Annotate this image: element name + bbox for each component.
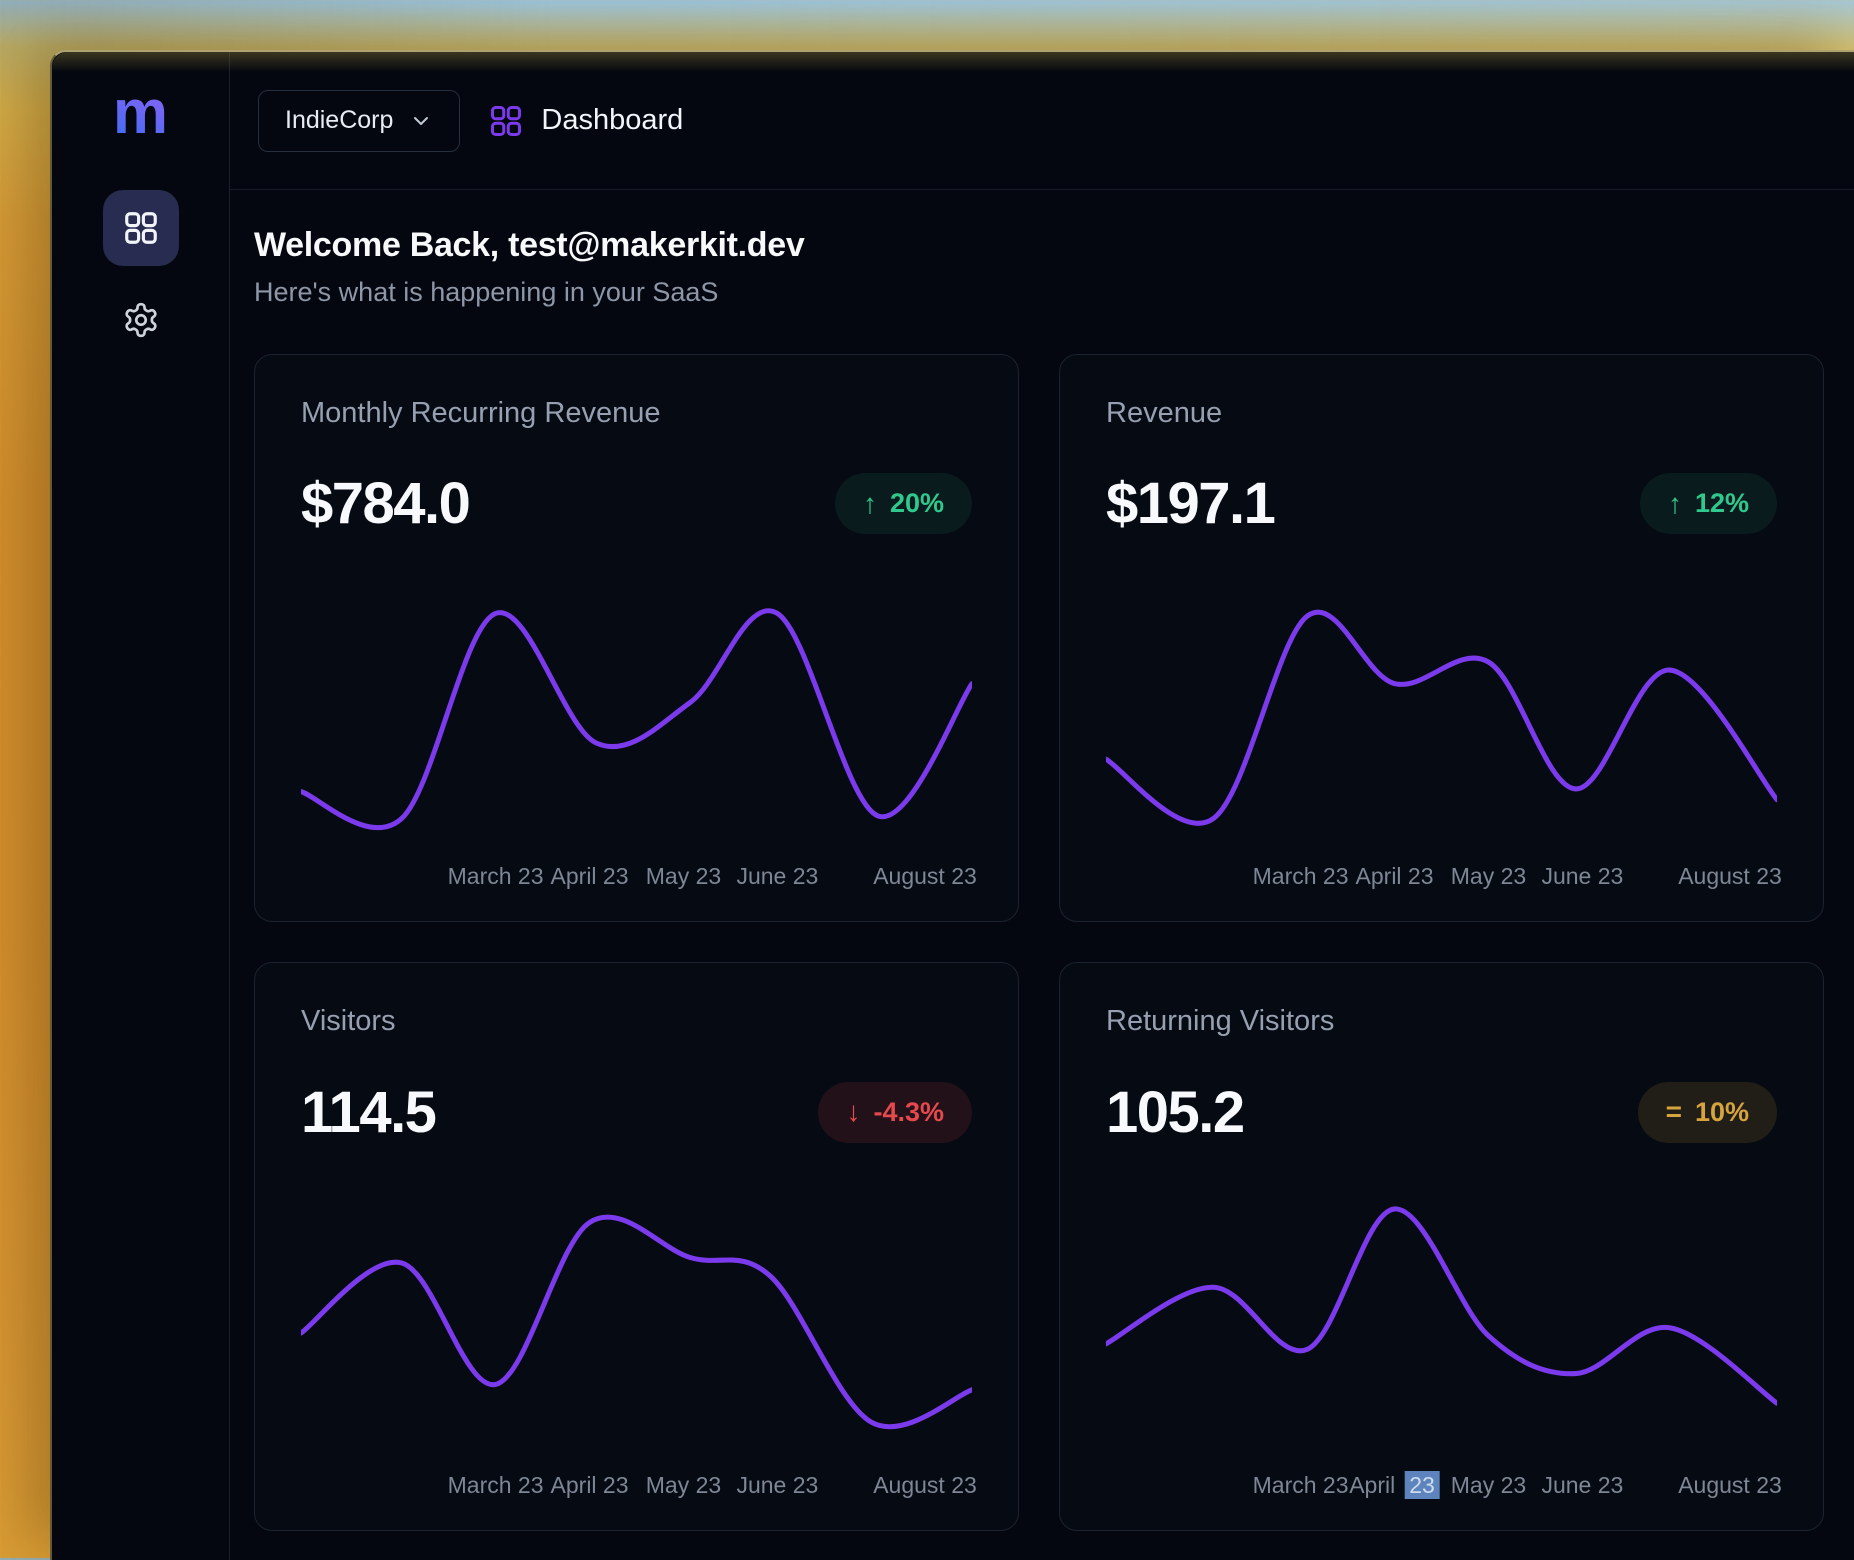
card-revenue: Revenue $197.1 ↑ 12% March 23 April 23 May… <box>1059 354 1824 923</box>
x-axis-label: August 23 <box>873 1471 977 1498</box>
metric-value: 114.5 <box>301 1079 437 1145</box>
sidebar: m <box>52 52 230 1560</box>
card-title: Visitors <box>301 1005 396 1038</box>
x-axis-label: June 23 <box>736 1471 819 1498</box>
sidebar-item-dashboard[interactable] <box>102 190 179 266</box>
sidebar-nav <box>102 190 179 348</box>
arrow-up-icon: ↑ <box>1667 487 1682 519</box>
trend-badge: ↓ -4.3% <box>818 1081 972 1143</box>
line-chart <box>301 1190 972 1460</box>
trend-badge: ↑ 20% <box>834 473 972 535</box>
x-axis-label: April 23 <box>550 863 629 890</box>
welcome-subheading: Here's what is happening in your SaaS <box>254 277 719 307</box>
x-axis: March 23 April 23 May 23 June 23 August 23 <box>301 863 977 893</box>
card-monthly-recurring-revenue: Monthly Recurring Revenue $784.0 ↑ 20% M… <box>254 354 1019 923</box>
metrics-grid: Monthly Recurring Revenue $784.0 ↑ 20% M… <box>254 354 1824 1531</box>
gear-icon <box>124 302 157 338</box>
card-title: Returning Visitors <box>1106 1005 1335 1038</box>
trend-badge: = 10% <box>1637 1081 1777 1143</box>
equals-icon: = <box>1665 1096 1682 1128</box>
metric-value: $197.1 <box>1106 471 1276 537</box>
x-axis-label: April 23 <box>1349 1470 1440 1499</box>
x-axis-label: May 23 <box>1450 863 1527 890</box>
team-name: IndieCorp <box>285 106 394 134</box>
card-title: Monthly Recurring Revenue <box>301 397 661 429</box>
page-heading: Dashboard <box>488 103 683 139</box>
welcome-heading: Welcome Back, test@makerkit.dev <box>254 226 805 264</box>
main-content: Welcome Back, test@makerkit.dev Here's w… <box>230 190 1854 1560</box>
x-axis-label: March 23 <box>447 863 544 890</box>
trend-value: 12% <box>1694 488 1749 519</box>
trend-value: 10% <box>1694 1096 1749 1127</box>
trend-badge: ↑ 12% <box>1639 473 1777 535</box>
x-axis-label: May 23 <box>1450 1471 1527 1498</box>
selected-text: 23 <box>1404 1470 1440 1499</box>
sidebar-item-settings[interactable] <box>103 292 179 348</box>
x-axis-label: August 23 <box>873 863 977 890</box>
x-axis-label: March 23 <box>1252 1471 1349 1498</box>
line-chart <box>1106 581 1777 851</box>
metric-value: $784.0 <box>301 471 471 537</box>
x-axis: March 23 April 23 May 23 June 23 August 23 <box>1106 863 1782 893</box>
x-axis-label: June 23 <box>1541 1471 1624 1498</box>
card-visitors: Visitors 114.5 ↓ -4.3% March 23 April 23 M… <box>254 962 1019 1531</box>
x-axis-label: March 23 <box>447 1471 544 1498</box>
team-selector-button[interactable]: IndieCorp <box>258 89 461 152</box>
x-axis: March 23 April 23 May 23 June 23 August 23 <box>301 1471 977 1502</box>
app-logo[interactable]: m <box>112 78 169 147</box>
line-chart <box>301 581 972 851</box>
x-axis-label: August 23 <box>1678 863 1782 890</box>
header: IndieCorp Dashboard <box>230 52 1854 190</box>
metric-value: 105.2 <box>1106 1079 1245 1145</box>
x-axis-label: May 23 <box>645 1471 722 1498</box>
x-axis: March 23 April 23 May 23 June 23 August 23 <box>1106 1470 1782 1502</box>
x-axis-label: August 23 <box>1678 1471 1782 1498</box>
arrow-up-icon: ↑ <box>862 487 877 519</box>
trend-value: -4.3% <box>873 1096 944 1127</box>
card-title: Revenue <box>1106 397 1223 429</box>
grid-icon <box>491 105 522 136</box>
x-axis-label: April 23 <box>550 1471 629 1498</box>
arrow-down-icon: ↓ <box>846 1096 861 1128</box>
chevron-down-icon <box>414 116 429 125</box>
x-axis-label: June 23 <box>736 863 819 890</box>
x-axis-label: April 23 <box>1355 863 1434 890</box>
page-title: Dashboard <box>541 104 684 136</box>
x-axis-label: June 23 <box>1541 863 1624 890</box>
line-chart <box>1106 1190 1777 1460</box>
app-window: m IndieCorp <box>50 50 1854 1560</box>
x-axis-label: May 23 <box>645 863 722 890</box>
card-returning-visitors: Returning Visitors 105.2 = 10% March 23 A… <box>1059 962 1824 1531</box>
x-axis-label: March 23 <box>1252 863 1349 890</box>
grid-icon <box>124 212 157 244</box>
trend-value: 20% <box>889 488 944 519</box>
